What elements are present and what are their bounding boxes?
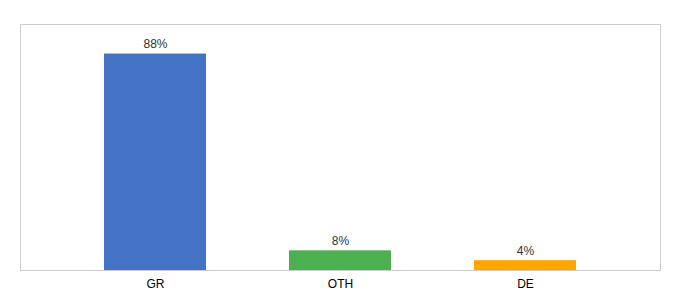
- svg-text:8%: 8%: [332, 234, 350, 248]
- svg-text:OTH: OTH: [328, 277, 353, 291]
- svg-text:GR: GR: [147, 277, 165, 291]
- svg-text:88%: 88%: [143, 37, 167, 51]
- svg-text:4%: 4%: [517, 244, 535, 258]
- svg-text:DE: DE: [517, 277, 534, 291]
